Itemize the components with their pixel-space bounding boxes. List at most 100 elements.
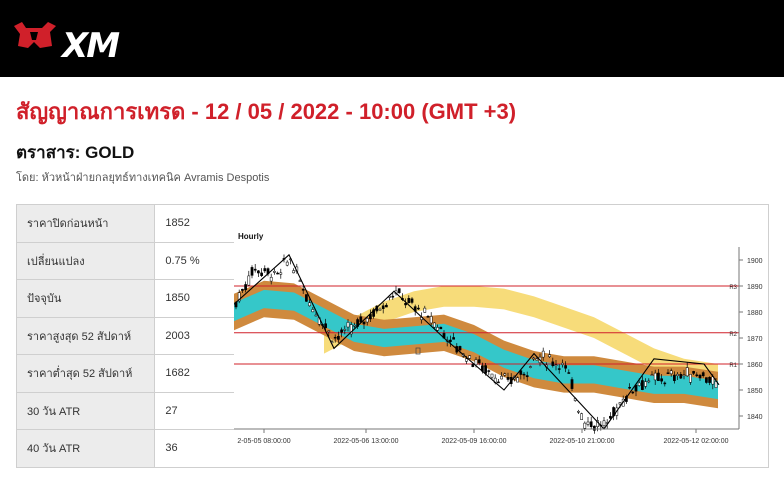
- level-label: R2: [729, 332, 737, 338]
- brand-name: XM: [62, 26, 120, 66]
- y-tick-label: 1900: [747, 258, 763, 265]
- author-byline: โดย: หัวหน้าฝ่ายกลยุทธ์ทางเทคนิค Avramis…: [16, 172, 270, 184]
- candle-body: [503, 373, 507, 376]
- candle-body: [647, 380, 651, 383]
- candle-body: [618, 402, 622, 405]
- candle-body: [260, 272, 263, 276]
- candle-body: [586, 421, 590, 425]
- stats-row: ราคาสูงสุด 52 สัปดาห์ 2003: [15, 316, 236, 355]
- cursor-marker: [415, 347, 421, 355]
- candle-body: [471, 364, 475, 367]
- bull-icon: [14, 22, 56, 48]
- stat-value: 1850: [154, 279, 236, 318]
- candle-body: [679, 374, 683, 379]
- candle-body: [663, 382, 667, 385]
- candle-body: [468, 355, 471, 359]
- stat-value: 1852: [154, 204, 236, 243]
- candle-body: [391, 295, 395, 298]
- candle-body: [516, 377, 519, 383]
- stat-label: ปัจจุบัน: [15, 279, 156, 318]
- candle-body: [522, 373, 526, 376]
- candle-body: [535, 358, 539, 361]
- candle-body: [570, 379, 574, 389]
- candle-body: [458, 346, 462, 351]
- x-tick-label: 2022-05-09 16:00:00: [442, 438, 507, 445]
- candle-body: [385, 304, 388, 308]
- candle-body: [628, 386, 631, 389]
- candle-body: [429, 316, 433, 324]
- price-chart-svg: Hourly R3 R2 R1 1900 1890 1880 1870 1860 1850 18…: [233, 232, 763, 445]
- candle-body: [305, 294, 308, 302]
- stat-value: 36: [154, 429, 236, 468]
- candle-body: [426, 316, 430, 318]
- candle-body: [705, 377, 708, 383]
- top-bar: XM: [0, 0, 784, 77]
- candle-body: [311, 309, 315, 313]
- stat-label: ราคาต่ำสุด 52 สัปดาห์: [15, 354, 156, 393]
- candle-body: [497, 381, 500, 384]
- candle-body: [519, 370, 523, 375]
- candle-body: [417, 307, 420, 310]
- candle-body: [241, 288, 244, 291]
- candle-body: [644, 381, 647, 387]
- timeframe-label: Hourly: [238, 232, 264, 241]
- candle-body: [276, 272, 279, 275]
- candle-body: [580, 413, 583, 420]
- candle-body: [660, 378, 663, 382]
- x-tick-label: 2-05-05 08:00:00: [237, 438, 290, 445]
- candle-body: [506, 377, 510, 380]
- candle-body: [465, 358, 468, 362]
- candle-body: [397, 288, 401, 293]
- level-label: R1: [729, 363, 737, 369]
- candle-body: [657, 372, 660, 381]
- x-tick-label: 2022-05-12 02:00:00: [664, 438, 729, 445]
- stats-row: ราคาปิดก่อนหน้า 1852: [15, 204, 236, 243]
- price-chart: Hourly R3 R2 R1 1900 1890 1880 1870 1860 1850 18…: [233, 204, 769, 468]
- candle-body: [298, 280, 302, 282]
- candle-body: [593, 425, 596, 431]
- stat-label: 40 วัน ATR: [15, 429, 156, 468]
- stat-label: ราคาสูงสุด 52 สัปดาห์: [15, 316, 156, 355]
- candle-body: [500, 375, 503, 380]
- stat-value: 2003: [154, 316, 236, 355]
- candle-body: [634, 384, 638, 392]
- candle-body: [253, 268, 257, 271]
- candle-body: [551, 361, 555, 366]
- candle-body: [362, 321, 366, 325]
- candle-body: [490, 373, 494, 378]
- candle-body: [407, 298, 411, 304]
- candle-body: [327, 330, 331, 333]
- candle-body: [340, 329, 343, 333]
- stats-row: 30 วัน ATR 27: [15, 391, 236, 430]
- candle-body: [279, 272, 283, 275]
- candle-body: [346, 322, 350, 328]
- candle-body: [452, 337, 455, 340]
- candle-body: [589, 421, 593, 427]
- stat-value: 27: [154, 391, 236, 430]
- y-tick-label: 1850: [747, 388, 763, 395]
- page-title: สัญญาณการเทรด - 12 / 05 / 2022 - 10:00 (…: [16, 99, 517, 124]
- candle-body: [404, 303, 407, 306]
- candle-body: [669, 370, 673, 375]
- candle-body: [250, 267, 254, 276]
- candle-body: [609, 415, 612, 419]
- candle-body: [477, 359, 481, 364]
- candle-body: [564, 365, 567, 369]
- candle-body: [324, 323, 327, 329]
- candle-body: [557, 368, 561, 370]
- stats-table: ราคาปิดก่อนหน้า 1852 เปลี่ยนแปลง 0.75 % ปัจจ…: [15, 204, 236, 468]
- candle-body: [666, 372, 670, 374]
- candle-body: [285, 261, 289, 266]
- candle-body: [577, 410, 580, 413]
- candle-body: [676, 373, 679, 376]
- candle-body: [685, 367, 689, 377]
- candle-body: [333, 336, 337, 339]
- x-tick-label: 2022-05-10 21:00:00: [550, 438, 615, 445]
- candle-body: [423, 307, 427, 313]
- stat-value: 1682: [154, 354, 236, 393]
- xm-logo[interactable]: XM: [12, 16, 132, 64]
- zigzag-line: [233, 253, 720, 430]
- candle-body: [529, 366, 532, 368]
- candle-body: [436, 327, 439, 331]
- instrument-label: ตราสาร: GOLD: [16, 143, 135, 162]
